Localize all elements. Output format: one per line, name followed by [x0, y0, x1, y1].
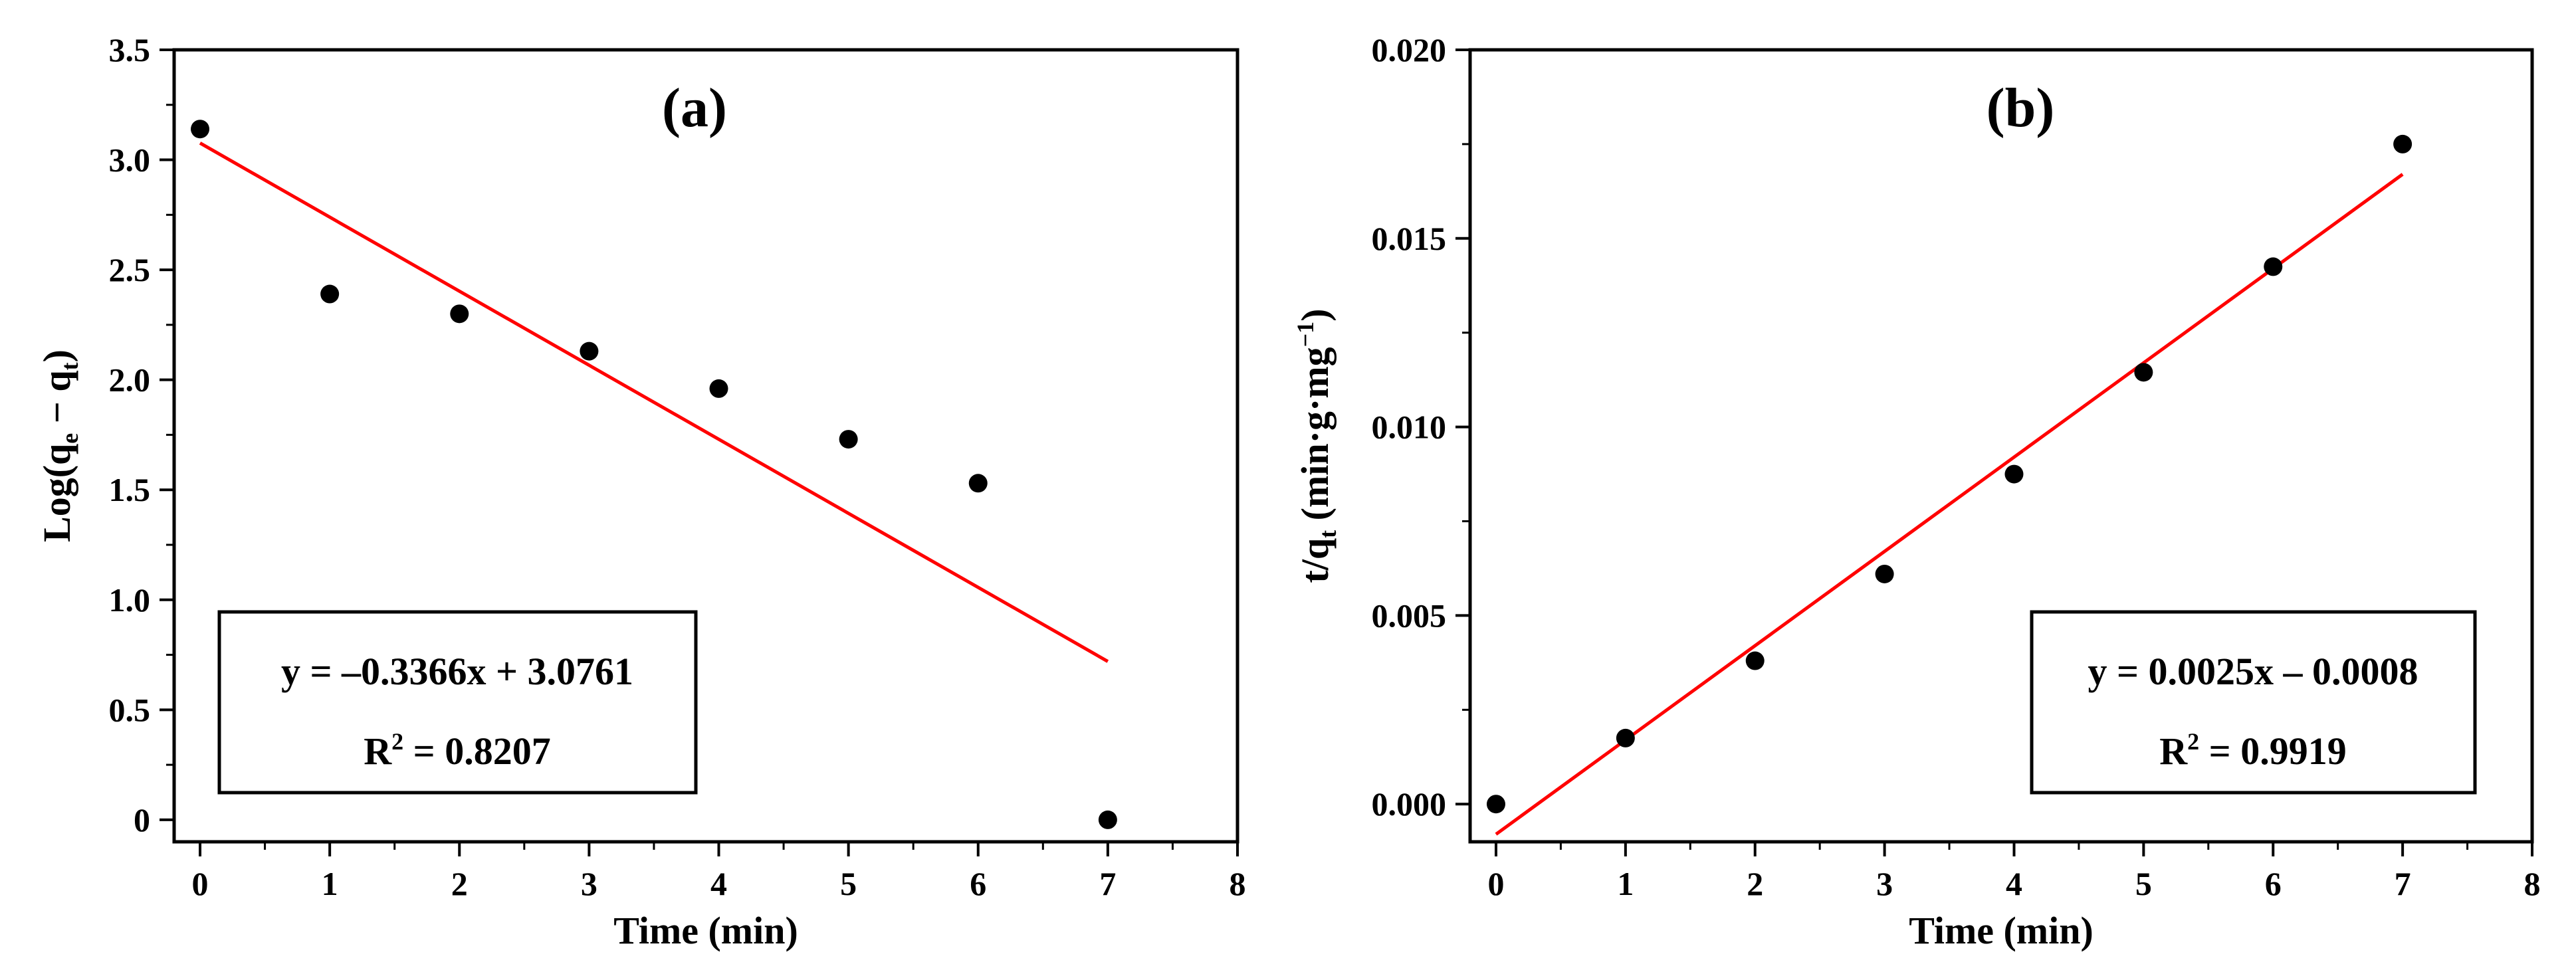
x-tick-label: 1 — [322, 865, 338, 902]
data-point — [1875, 564, 1894, 583]
y-tick-label: 0.000 — [1372, 785, 1447, 823]
b-y-tick-labels: 0.000 0.005 0.010 0.015 0.020 — [1372, 31, 1447, 823]
x-tick-label: 4 — [2006, 865, 2022, 902]
panel-label-b: (b) — [1986, 77, 2055, 139]
y-tick-label: 2.0 — [109, 361, 151, 399]
data-point — [709, 379, 728, 398]
x-tick-label: 7 — [2395, 865, 2411, 902]
data-point — [1486, 795, 1505, 814]
y-tick-label: 0.020 — [1372, 31, 1447, 68]
data-point — [2134, 363, 2153, 382]
x-axis-title-a: Time (min) — [613, 909, 798, 952]
x-tick-label: 6 — [2265, 865, 2282, 902]
x-tick-label: 1 — [1617, 865, 1634, 902]
data-point — [191, 120, 210, 139]
panel-a: 0 1 2 3 4 5 6 7 8 0 0.5 1.0 1.5 2.0 2.5 3.0 3.5 (a) Tim… — [35, 31, 1246, 952]
r2-text-a: R2 = 0.8207 — [364, 728, 550, 773]
x-tick-label: 2 — [451, 865, 468, 902]
a-points — [191, 120, 1117, 829]
a-fit-group — [199, 142, 1109, 663]
y-tick-label: 0.015 — [1372, 220, 1447, 257]
y-tick-label: 3.0 — [109, 142, 151, 179]
data-point — [1745, 651, 1765, 670]
data-point — [1098, 810, 1117, 829]
data-point — [968, 474, 988, 493]
b-ticks — [1455, 49, 2533, 856]
x-tick-label: 3 — [581, 865, 597, 902]
b-x-tick-labels: 0 1 2 3 4 5 6 7 8 — [1487, 865, 2540, 902]
x-tick-label: 0 — [1487, 865, 1504, 902]
data-point — [450, 304, 469, 324]
y-axis-title-b: t/qt (min·g·mg−1) — [1292, 308, 1341, 583]
b-points — [1486, 134, 2413, 814]
x-tick-label: 4 — [710, 865, 727, 902]
data-point — [839, 430, 858, 449]
a-y-tick-labels: 0 0.5 1.0 1.5 2.0 2.5 3.0 3.5 — [109, 31, 151, 838]
y-axis-title-a: Log(qe − qt) — [35, 349, 83, 542]
a-ticks — [160, 49, 1239, 856]
data-point — [580, 342, 599, 361]
y-tick-label: 0 — [134, 801, 150, 838]
equation-text-a: y = –0.3366x + 3.0761 — [281, 650, 633, 693]
data-point — [320, 284, 340, 304]
y-tick-label: 0.005 — [1372, 597, 1447, 634]
x-tick-label: 6 — [970, 865, 986, 902]
equation-box-a — [217, 610, 698, 795]
x-axis-title-b: Time (min) — [1909, 909, 2093, 952]
data-point — [2393, 134, 2413, 153]
data-point — [1616, 728, 1635, 747]
y-tick-label: 3.5 — [109, 31, 151, 68]
x-tick-label: 2 — [1747, 865, 1763, 902]
plot-frame-a — [172, 48, 1239, 844]
a-x-tick-labels: 0 1 2 3 4 5 6 7 8 — [192, 865, 1246, 902]
equation-box-b — [2030, 610, 2477, 795]
data-point — [2264, 257, 2283, 276]
r2-text-b: R2 = 0.9919 — [2159, 728, 2346, 773]
x-tick-label: 8 — [1230, 865, 1246, 902]
data-point — [2004, 464, 2024, 484]
y-tick-label: 0.010 — [1372, 409, 1447, 446]
x-tick-label: 3 — [1876, 865, 1893, 902]
y-tick-label: 1.0 — [109, 581, 151, 619]
x-tick-label: 8 — [2524, 865, 2541, 902]
y-tick-label: 0.5 — [109, 691, 151, 728]
b-fit-group — [1495, 173, 2404, 836]
x-tick-label: 0 — [192, 865, 209, 902]
x-tick-label: 5 — [2135, 865, 2152, 902]
y-tick-label: 2.5 — [109, 251, 151, 288]
y-tick-label: 1.5 — [109, 471, 151, 508]
plot-frame-b — [1468, 48, 2534, 844]
fit-line — [1495, 173, 2404, 836]
panel-label-a: (a) — [662, 77, 727, 139]
fit-line — [199, 142, 1109, 663]
equation-text-b: y = 0.0025x – 0.0008 — [2088, 650, 2418, 693]
x-tick-label: 7 — [1099, 865, 1116, 902]
x-tick-label: 5 — [840, 865, 857, 902]
